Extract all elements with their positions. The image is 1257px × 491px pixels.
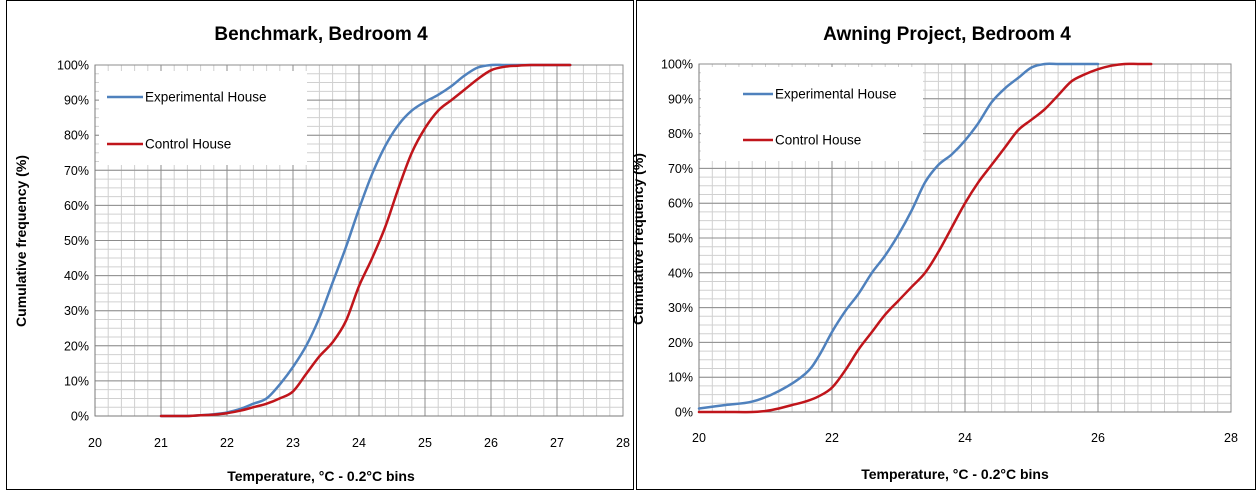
y-tick-label: 60% <box>64 199 89 213</box>
x-tick-label: 28 <box>616 436 630 450</box>
y-tick-label: 20% <box>64 339 89 353</box>
x-tick-label: 27 <box>550 436 564 450</box>
y-tick-label: 50% <box>668 232 693 246</box>
y-tick-label: 70% <box>64 164 89 178</box>
y-tick-label: 20% <box>668 336 693 350</box>
series-line-control-house <box>159 63 572 418</box>
chart-panel-benchmark: 0% 10% 20% 30% 40% 50% 60% 70% 80% 90% 100% 20 21 22 2… <box>6 0 634 490</box>
chart-awning: 0% 10% 20% 30% 40% 50% 60% 70% 80% 90% 100% 20 22 24 2… <box>630 24 1238 482</box>
legend-label: Control House <box>145 137 231 152</box>
x-tick-label: 20 <box>88 436 102 450</box>
y-tick-label: 90% <box>668 92 693 106</box>
y-tick-label: 0% <box>71 410 89 424</box>
x-tick-label: 22 <box>825 431 839 445</box>
chart-benchmark: 0% 10% 20% 30% 40% 50% 60% 70% 80% 90% 100% 20 21 22 2… <box>13 24 630 484</box>
legend-label: Experimental House <box>775 87 897 102</box>
y-tick-label: 40% <box>668 266 693 280</box>
y-tick-label: 30% <box>668 301 693 315</box>
y-axis-title: Cumulative frequency (%) <box>13 155 29 327</box>
chart-title: Benchmark, Bedroom 4 <box>214 24 428 45</box>
x-axis-title: Temperature, °C - 0.2°C bins <box>227 468 415 484</box>
x-tick-label: 28 <box>1224 431 1238 445</box>
legend-box <box>99 71 307 165</box>
y-tick-label: 100% <box>661 58 693 72</box>
x-tick-label: 22 <box>220 436 234 450</box>
x-tick-label: 24 <box>958 431 972 445</box>
chart-title: Awning Project, Bedroom 4 <box>823 24 1071 45</box>
series-line-experimental-house <box>697 62 1100 410</box>
y-tick-label: 60% <box>668 197 693 211</box>
y-tick-label: 10% <box>668 371 693 385</box>
y-tick-label: 10% <box>64 374 89 388</box>
x-tick-label: 23 <box>286 436 300 450</box>
y-tick-label: 0% <box>675 406 693 420</box>
x-tick-label: 20 <box>692 431 706 445</box>
x-tick-label: 26 <box>484 436 498 450</box>
series-line-control-house <box>697 62 1153 414</box>
x-tick-label: 21 <box>154 436 168 450</box>
y-tick-label: 70% <box>668 162 693 176</box>
legend-box <box>701 67 923 161</box>
x-axis-title: Temperature, °C - 0.2°C bins <box>861 466 1049 482</box>
y-tick-label: 40% <box>64 269 89 283</box>
y-tick-label: 80% <box>668 127 693 141</box>
y-tick-label: 30% <box>64 304 89 318</box>
x-tick-label: 26 <box>1091 431 1105 445</box>
chart-panel-awning: 0% 10% 20% 30% 40% 50% 60% 70% 80% 90% 100% 20 22 24 2… <box>630 0 1256 490</box>
y-tick-label: 50% <box>64 234 89 248</box>
legend-label: Control House <box>775 133 861 148</box>
y-tick-label: 80% <box>64 129 89 143</box>
x-tick-label: 24 <box>352 436 366 450</box>
y-axis-title: Cumulative frequency (%) <box>630 153 646 325</box>
x-tick-label: 25 <box>418 436 432 450</box>
y-tick-label: 90% <box>64 94 89 108</box>
legend-label: Experimental House <box>145 90 267 105</box>
y-tick-label: 100% <box>57 59 89 73</box>
